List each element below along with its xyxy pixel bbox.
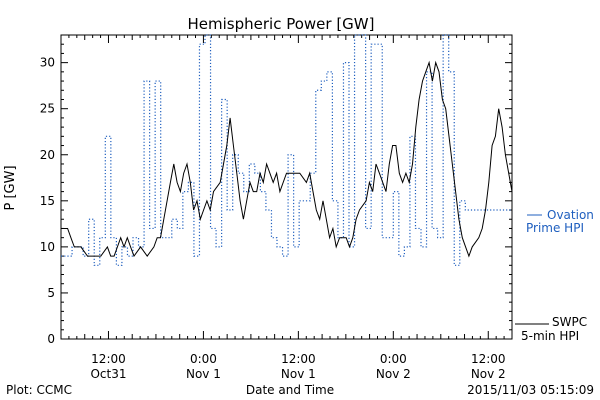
y-axis-label: P [GW] bbox=[3, 165, 18, 210]
legend-swpc-line1: SWPC bbox=[552, 315, 587, 329]
x-tick-label: 0:00 bbox=[190, 352, 217, 366]
x-tick-date-label: Nov 1 bbox=[186, 367, 221, 381]
y-tick-label: 0 bbox=[47, 332, 55, 346]
x-tick-date-label: Oct31 bbox=[90, 367, 126, 381]
x-tick-label: 0:00 bbox=[380, 352, 407, 366]
x-tick-label: 12:00 bbox=[91, 352, 126, 366]
legend-swpc-line2: 5-min HPI bbox=[521, 329, 579, 343]
x-tick-label: 12:00 bbox=[281, 352, 316, 366]
swpc-line bbox=[61, 60, 513, 258]
y-tick-label: 30 bbox=[40, 56, 55, 70]
y-tick-label: 25 bbox=[40, 102, 55, 116]
ovation-prime-line bbox=[61, 34, 512, 266]
y-tick-label: 15 bbox=[40, 194, 55, 208]
footer-xlabel: Date and Time bbox=[246, 383, 334, 397]
ovation-prime-series bbox=[61, 34, 512, 266]
swpc-series bbox=[61, 60, 513, 258]
x-tick-date-label: Nov 1 bbox=[281, 367, 316, 381]
footer-plot-credit: Plot: CCMC bbox=[6, 383, 72, 397]
legend-ovation-line1: Ovation bbox=[547, 208, 594, 222]
y-axis: 0 5 10 15 20 25 30 bbox=[40, 34, 512, 346]
y-tick-label: 10 bbox=[40, 240, 55, 254]
x-tick-date-label: Nov 2 bbox=[471, 367, 506, 381]
legend-swpc: SWPC 5-min HPI bbox=[515, 315, 587, 343]
x-tick-label: 12:00 bbox=[471, 352, 506, 366]
y-tick-label: 20 bbox=[40, 148, 55, 162]
plot-frame bbox=[60, 34, 513, 340]
chart-title: Hemispheric Power [GW] bbox=[188, 15, 375, 33]
legend-ovation: Ovation Prime HPI bbox=[526, 208, 594, 235]
x-tick-date-label: Nov 2 bbox=[376, 367, 411, 381]
legend-ovation-line2: Prime HPI bbox=[526, 221, 584, 235]
footer-timestamp: 2015/11/03 05:15:09 bbox=[467, 383, 594, 397]
y-tick-label: 5 bbox=[47, 286, 55, 300]
